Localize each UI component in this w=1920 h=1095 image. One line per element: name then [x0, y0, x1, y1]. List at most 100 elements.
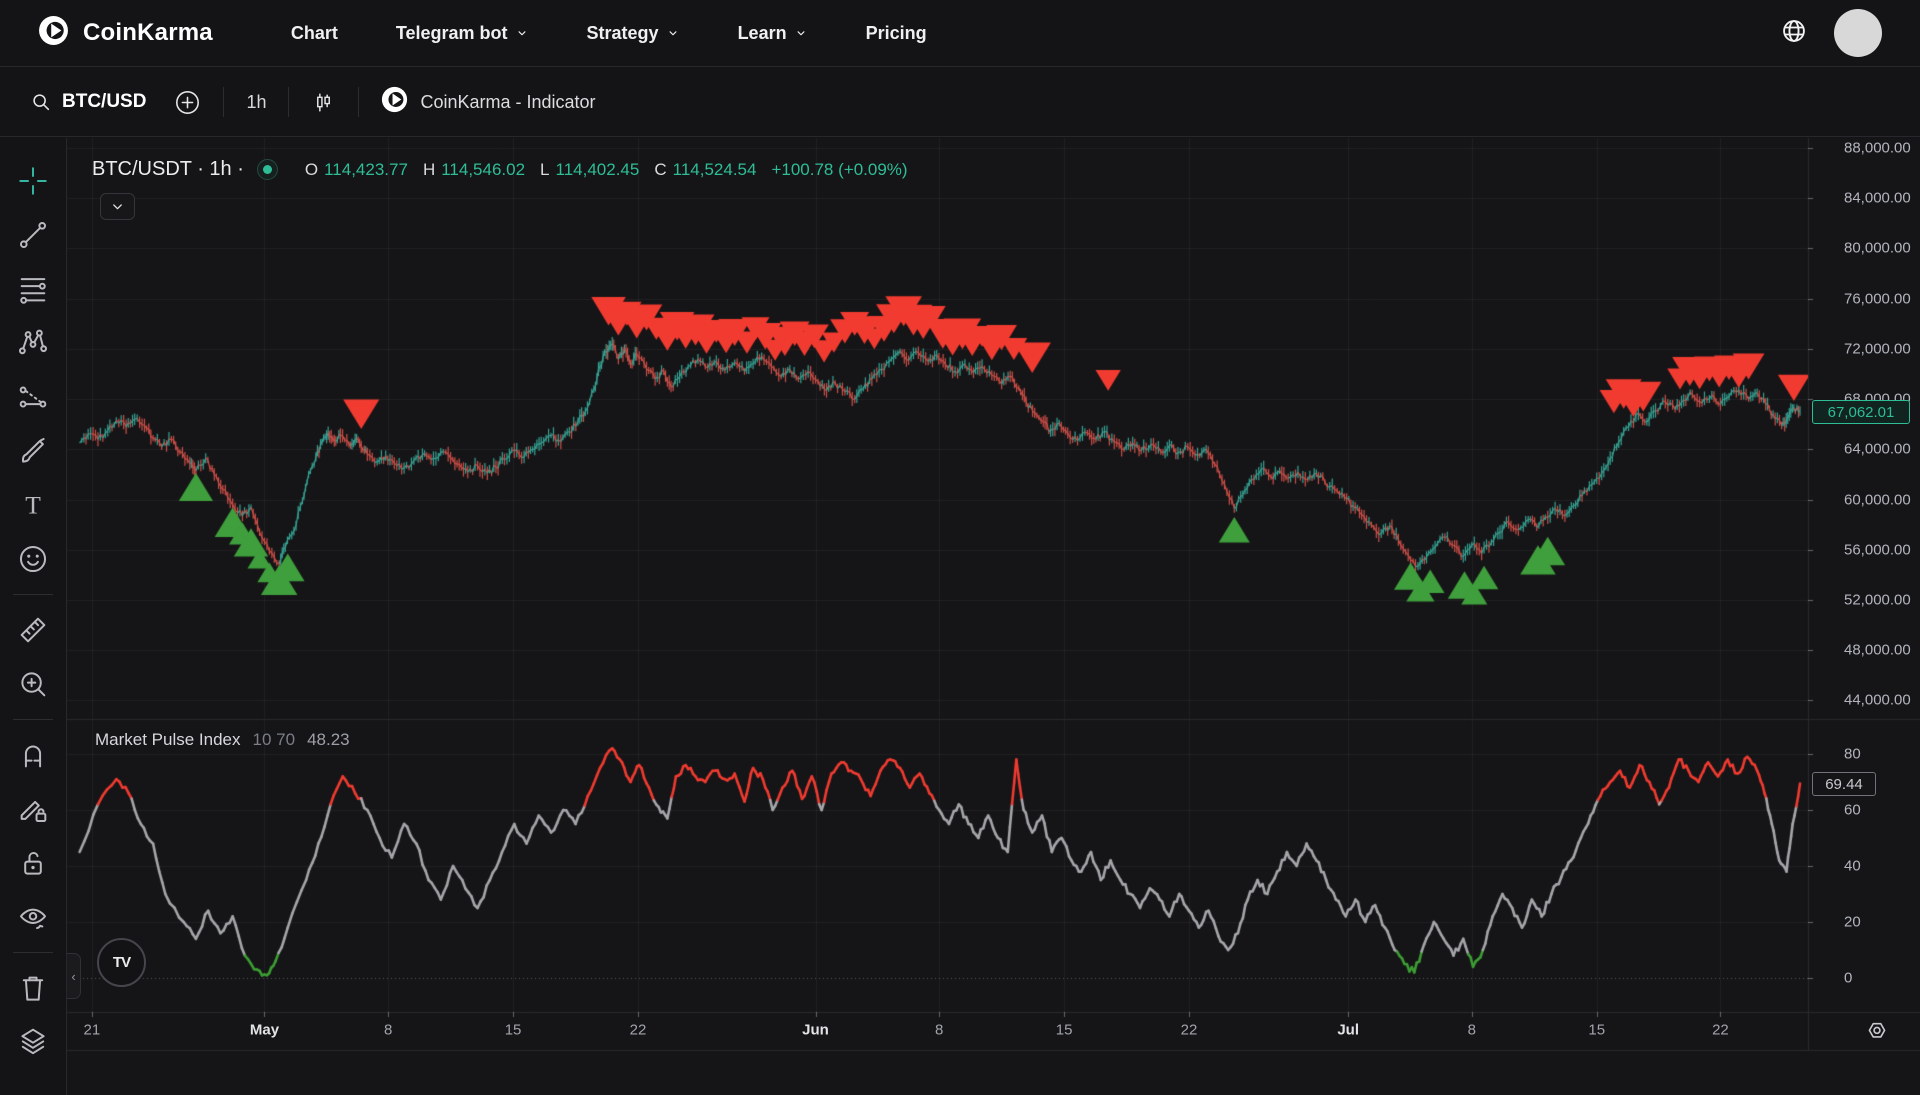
axis-settings-button[interactable] [1859, 1013, 1895, 1049]
interval-button[interactable]: 1h [232, 80, 280, 124]
emoji-tool[interactable] [10, 532, 56, 586]
chevron-down-icon [669, 31, 677, 36]
main-nav: Chart Telegram bot Strategy Learn Pricin… [291, 23, 927, 44]
magnet-tool[interactable] [10, 728, 56, 782]
chevron-down-icon [797, 31, 805, 36]
legend-collapse-button[interactable] [100, 193, 135, 220]
time-axis-label: 8 [1467, 1021, 1476, 1039]
top-nav: CoinKarma Chart Telegram bot Strategy Le… [0, 0, 1920, 67]
lock-tool[interactable] [10, 836, 56, 890]
price-axis-label: 64,000.00 [1844, 440, 1911, 458]
chevron-down-icon [113, 204, 122, 210]
projection-tool[interactable] [10, 370, 56, 424]
toolbar-divider [223, 87, 225, 117]
panel-collapse-handle[interactable]: ‹ [67, 953, 81, 999]
nav-item-learn[interactable]: Learn [738, 23, 808, 44]
low-label: L [540, 159, 550, 179]
trend-line-tool[interactable] [10, 208, 56, 262]
price-axis-label: 80,000.00 [1844, 239, 1911, 257]
chart-canvas[interactable] [67, 138, 1920, 1095]
user-avatar[interactable] [1834, 9, 1882, 57]
xabcd-pattern-tool[interactable] [10, 316, 56, 370]
chart-style-button[interactable] [297, 80, 350, 124]
time-axis-label: 22 [1712, 1021, 1729, 1039]
language-globe-icon[interactable] [1780, 17, 1808, 50]
time-axis-label: 21 [83, 1021, 101, 1039]
close-value: 114,524.54 [672, 159, 757, 179]
price-axis-label: 76,000.00 [1844, 290, 1911, 308]
chart-toolbar: BTC/USD 1h CoinKarma - Indicator [0, 68, 1920, 137]
candlestick-icon [317, 92, 331, 112]
zoom-in-icon [21, 672, 46, 697]
xabcd-pattern-icon [18, 329, 48, 355]
ohlc-values: O 114,423.77 H 114,546.02 L 114,402.45 C 114… [291, 160, 908, 180]
time-axis-label: 15 [504, 1021, 522, 1039]
high-label: H [422, 159, 436, 179]
nav-item-pricing[interactable]: Pricing [865, 22, 927, 43]
open-value: 114,423.77 [324, 159, 408, 179]
symbol-search[interactable]: BTC/USD [16, 80, 160, 124]
nav-item-telegram-bot[interactable]: Telegram bot [396, 23, 529, 44]
toolbar-divider [13, 952, 53, 953]
change-value: +100.78 (+0.09%) [771, 159, 908, 179]
indicator-status-dot[interactable] [256, 159, 278, 180]
hide-drawings-tool[interactable] [10, 890, 56, 944]
text-icon: T [25, 491, 41, 520]
time-axis-label: 22 [1180, 1021, 1198, 1039]
indicator-header[interactable]: CoinKarma - Indicator [367, 86, 596, 118]
projection-icon [19, 386, 47, 408]
time-axis-label: Jul [1337, 1021, 1359, 1039]
search-icon [33, 94, 50, 111]
indicator-value-tag: 69.44 [1812, 772, 1876, 796]
high-value: 114,546.02 [441, 159, 526, 179]
remove-drawings-tool[interactable] [10, 961, 56, 1015]
draw-lock-tool[interactable] [10, 782, 56, 836]
toolbar-divider [13, 719, 53, 720]
low-value: 114,402.45 [555, 159, 640, 179]
indicator-value: 48.23 [307, 730, 350, 749]
symbol-label: BTC/USD [62, 91, 147, 112]
toolbar-divider [13, 594, 53, 595]
indicator-params: 10 70 [252, 730, 296, 749]
time-axis-label: May [249, 1021, 280, 1039]
zoom-in-tool[interactable] [10, 657, 56, 711]
indicator-axis-label: 0 [1844, 969, 1853, 987]
indicator-name: Market Pulse Index [95, 730, 241, 749]
object-tree-icon [21, 1028, 45, 1055]
fib-retracement-icon [20, 278, 46, 304]
chevron-down-icon [518, 31, 526, 36]
toolbar-divider [288, 87, 290, 117]
nav-item-chart[interactable]: Chart [290, 22, 338, 43]
indicator-axis-label: 80 [1844, 745, 1861, 763]
price-axis-label: 52,000.00 [1844, 591, 1911, 609]
remove-drawings-icon [22, 976, 44, 1001]
indicator-pane-legend: Market Pulse Index 10 70 48.23 [95, 730, 350, 750]
price-axis-label: 84,000.00 [1844, 189, 1911, 207]
object-tree-tool[interactable] [10, 1015, 56, 1069]
coinkarma-logo-icon [38, 15, 69, 51]
ruler-tool[interactable] [10, 603, 56, 657]
coinkarma-logo-icon [381, 86, 408, 118]
plus-circle-icon [176, 90, 200, 114]
brand[interactable]: CoinKarma [38, 15, 213, 51]
compare-add-button[interactable] [160, 80, 215, 124]
price-axis-label: 56,000.00 [1844, 541, 1911, 559]
time-axis-label: 8 [383, 1021, 393, 1039]
price-axis-label: 48,000.00 [1844, 641, 1911, 659]
fib-retracement-tool[interactable] [10, 262, 56, 316]
time-axis-label: 22 [629, 1021, 647, 1039]
text-tool[interactable]: T [10, 478, 56, 532]
main-pane-legend: BTC/USDT · 1h · O 114,423.77 H 114,546.02 … [92, 158, 908, 181]
lock-icon [24, 852, 42, 875]
emoji-icon [19, 545, 47, 573]
nav-item-strategy[interactable]: Strategy [587, 23, 680, 44]
tradingview-logo[interactable]: TV [97, 938, 146, 987]
brush-tool[interactable] [10, 424, 56, 478]
price-axis-label: 88,000.00 [1844, 139, 1911, 157]
crosshair-tool[interactable] [10, 154, 56, 208]
hide-drawings-icon [19, 908, 47, 930]
crosshair-icon [19, 167, 47, 195]
price-axis-label: 60,000.00 [1844, 491, 1911, 509]
magnet-icon [24, 745, 42, 768]
indicator-axis-label: 20 [1844, 913, 1861, 931]
